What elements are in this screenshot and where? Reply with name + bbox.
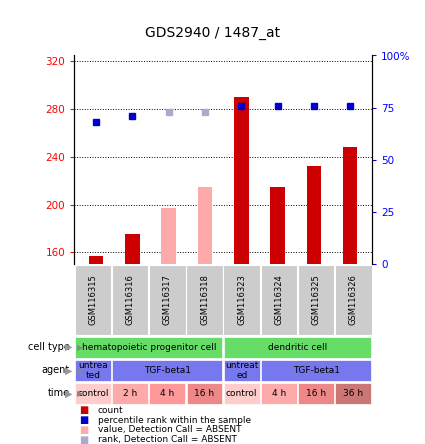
Text: GSM116326: GSM116326 [349,274,358,325]
Bar [187,383,222,404]
Text: GSM116315: GSM116315 [88,274,97,325]
Bar [75,383,111,404]
Bar [186,265,223,334]
Text: ▶: ▶ [76,366,83,375]
Text: 4 h: 4 h [272,389,286,398]
Bar [261,383,297,404]
Text: untrea
ted: untrea ted [78,361,108,380]
Text: GSM116324: GSM116324 [275,274,283,325]
Bar [224,337,371,358]
Text: percentile rank within the sample: percentile rank within the sample [98,416,251,424]
Text: control: control [226,389,258,398]
Text: ▶: ▶ [65,342,72,352]
Text: 16 h: 16 h [195,389,215,398]
Text: ■: ■ [79,405,88,415]
Bar [261,265,297,334]
Text: untreat
ed: untreat ed [225,361,258,380]
Bar [224,360,260,381]
Text: ▶: ▶ [76,343,83,352]
Text: ■: ■ [79,415,88,425]
Text: agent: agent [42,365,70,375]
Text: ▶: ▶ [65,365,72,375]
Bar [162,208,176,264]
Bar [234,97,249,264]
Bar [125,234,140,264]
Text: control: control [77,389,109,398]
Text: hematopoietic progenitor cell: hematopoietic progenitor cell [82,343,216,352]
Text: GSM116318: GSM116318 [200,274,209,325]
Text: 4 h: 4 h [160,389,175,398]
Bar [149,265,186,334]
Text: TGF-beta1: TGF-beta1 [144,366,191,375]
Bar [150,383,185,404]
Bar [75,360,111,381]
Text: value, Detection Call = ABSENT: value, Detection Call = ABSENT [98,425,241,434]
Text: GSM116325: GSM116325 [312,274,320,325]
Text: cell type: cell type [28,342,70,352]
Bar [112,383,148,404]
Text: ▶: ▶ [76,389,83,398]
Bar [75,337,222,358]
Text: 36 h: 36 h [343,389,363,398]
Text: ▶: ▶ [65,388,72,398]
Text: GSM116317: GSM116317 [163,274,172,325]
Bar [270,186,285,264]
Bar [335,383,371,404]
Bar [89,256,103,264]
Text: 2 h: 2 h [123,389,137,398]
Text: GDS2940 / 1487_at: GDS2940 / 1487_at [145,26,280,40]
Text: ■: ■ [79,425,88,435]
Bar [306,166,321,264]
Bar [112,265,148,334]
Bar [298,383,334,404]
Bar [343,147,357,264]
Text: ■: ■ [79,435,88,444]
Text: 16 h: 16 h [306,389,326,398]
Bar [261,360,371,381]
Text: GSM116323: GSM116323 [237,274,246,325]
Text: rank, Detection Call = ABSENT: rank, Detection Call = ABSENT [98,435,237,444]
Bar [75,265,111,334]
Bar [224,265,260,334]
Text: time: time [48,388,70,398]
Bar [298,265,334,334]
Bar [198,186,212,264]
Text: count: count [98,406,123,415]
Bar [112,360,222,381]
Text: TGF-beta1: TGF-beta1 [292,366,340,375]
Text: dendritic cell: dendritic cell [268,343,327,352]
Bar [224,383,260,404]
Text: GSM116316: GSM116316 [126,274,135,325]
Bar [335,265,371,334]
